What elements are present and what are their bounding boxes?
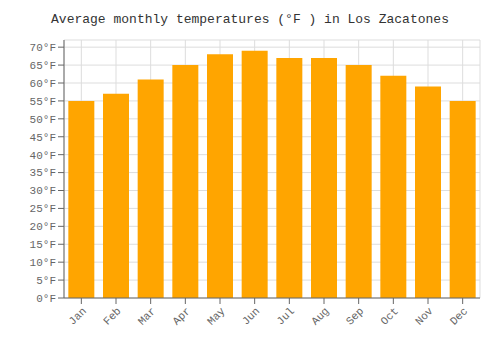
svg-text:30°F: 30°F <box>30 185 56 197</box>
svg-text:May: May <box>205 305 228 328</box>
svg-text:Mar: Mar <box>136 305 158 327</box>
svg-text:Sep: Sep <box>344 305 366 327</box>
svg-text:20°F: 20°F <box>30 221 56 233</box>
svg-text:5°F: 5°F <box>36 275 56 287</box>
svg-text:10°F: 10°F <box>30 257 56 269</box>
svg-text:Oct: Oct <box>378 305 400 327</box>
svg-text:45°F: 45°F <box>30 132 56 144</box>
html-text:Average monthly temperatures (: Average monthly temperatures (°F ) in Lo… <box>51 12 449 27</box>
svg-text:65°F: 65°F <box>30 60 56 72</box>
svg-text:35°F: 35°F <box>30 167 56 179</box>
svg-text:40°F: 40°F <box>30 150 56 162</box>
svg-text:Jan: Jan <box>66 305 88 327</box>
svg-text:15°F: 15°F <box>30 239 56 251</box>
svg-text:Aug: Aug <box>309 305 331 327</box>
svg-text:Jun: Jun <box>240 305 262 327</box>
svg-text:Apr: Apr <box>170 305 192 327</box>
svg-text:Dec: Dec <box>448 305 470 327</box>
svg-text:25°F: 25°F <box>30 203 56 215</box>
svg-text:0°F: 0°F <box>36 293 56 305</box>
svg-text:Feb: Feb <box>101 305 123 327</box>
svg-text:70°F: 70°F <box>30 42 56 54</box>
svg-text:60°F: 60°F <box>30 78 56 90</box>
svg-text:55°F: 55°F <box>30 96 56 108</box>
svg-text:Nov: Nov <box>413 305 436 328</box>
svg-text:Jul: Jul <box>274 305 296 327</box>
svg-text:50°F: 50°F <box>30 114 56 126</box>
